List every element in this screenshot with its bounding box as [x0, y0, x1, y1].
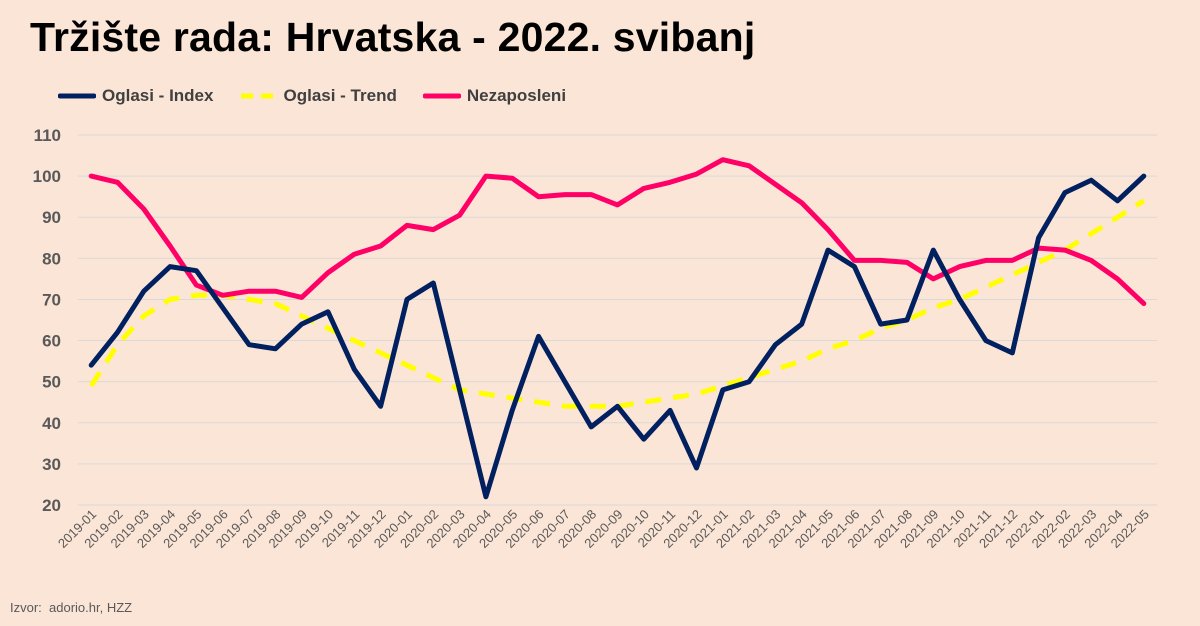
x-axis: 2019-012019-022019-032019-042019-052019-… [55, 507, 1152, 551]
y-tick-label: 50 [42, 373, 61, 392]
y-axis: 20 30 40 50 60 70 80 90 100 110 [33, 126, 61, 515]
y-tick-label: 40 [42, 414, 61, 433]
legend-swatch-unemployed [422, 93, 461, 99]
legend-label-trend: Oglasi - Trend [283, 86, 397, 105]
legend-label-unemployed: Nezaposleni [466, 86, 567, 105]
series-line-oglasi-index [88, 173, 1147, 500]
legend-swatch-trend [241, 93, 276, 99]
y-tick-label: 90 [42, 208, 61, 227]
series-line-nezaposleni [88, 157, 1147, 307]
legend-item-index: Oglasi - Index [58, 86, 213, 106]
y-tick-label: 100 [33, 167, 61, 186]
legend-item-unemployed: Nezaposleni [422, 86, 567, 106]
y-tick-label: 30 [42, 455, 61, 474]
legend-label-index: Oglasi - Index [102, 86, 214, 105]
gridlines [78, 134, 1157, 506]
legend-item-trend: Oglasi - Trend [239, 86, 397, 106]
y-tick-label: 80 [42, 249, 61, 268]
y-tick-label: 110 [34, 126, 61, 145]
legend: Oglasi - Index Oglasi - Trend Nezaposlen… [58, 84, 592, 108]
legend-swatch-index [58, 93, 96, 99]
y-tick-label: 60 [42, 332, 61, 351]
chart-title: Tržište rada: Hrvatska - 2022. svibanj [30, 14, 756, 60]
source-note: Izvor: adorio.hr, HZZ [10, 600, 133, 615]
series-line-oglasi-trend [89, 198, 1146, 409]
y-tick-label: 70 [42, 290, 61, 309]
y-tick-label: 20 [42, 496, 61, 515]
